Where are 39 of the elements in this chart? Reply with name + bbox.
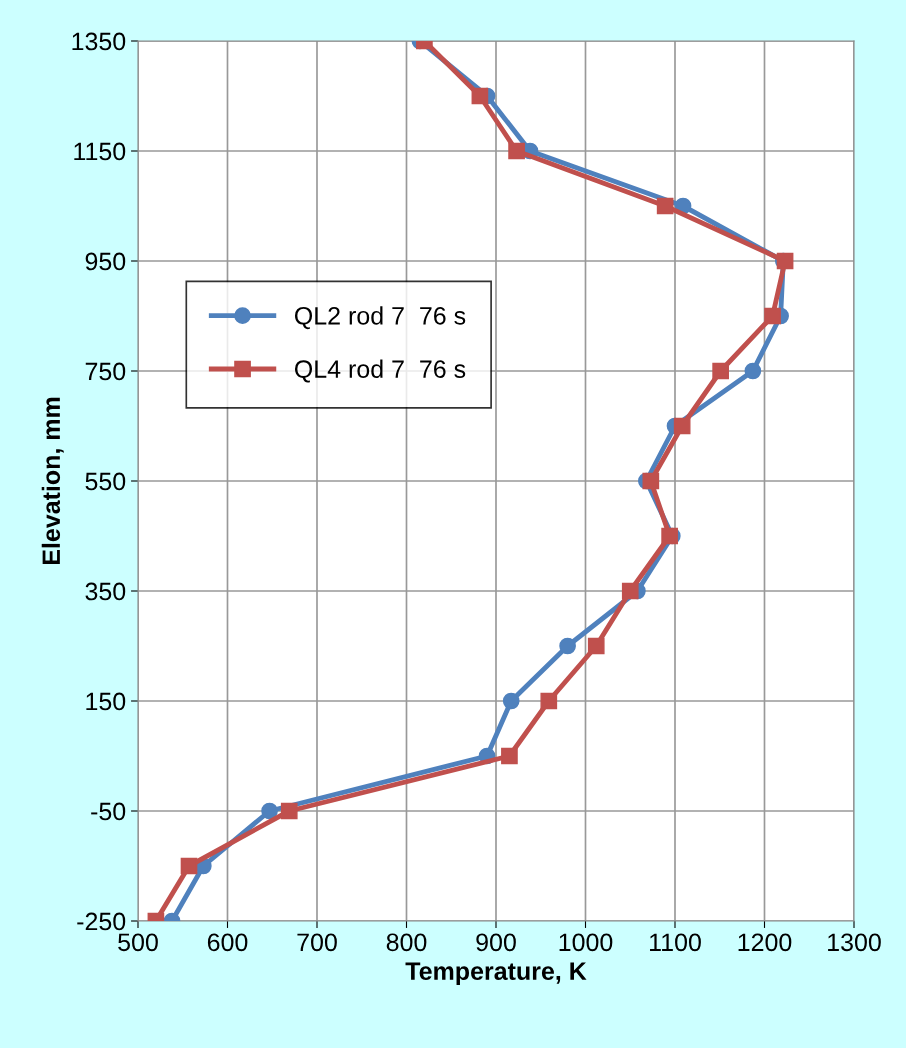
y-tick-label: 1150 — [74, 142, 126, 161]
point — [642, 472, 660, 490]
x-tick-label: 1000 — [559, 933, 613, 952]
point — [744, 362, 762, 380]
point — [587, 637, 605, 655]
point — [621, 582, 639, 600]
point — [180, 857, 198, 875]
y-tick-label: -250 — [77, 912, 126, 931]
legend-label: QL2 rod 7 76 s — [294, 306, 466, 330]
y-tick-label: 950 — [85, 252, 126, 271]
x-tick-label: 500 — [118, 933, 158, 952]
x-tick-label: 800 — [386, 933, 427, 952]
point — [712, 362, 729, 380]
y-axis-title: Elevation, mm — [41, 397, 64, 565]
y-tick-label: 350 — [85, 582, 126, 601]
point — [673, 417, 691, 435]
y-tick-label: 150 — [86, 692, 126, 711]
y-tick-label: -50 — [91, 802, 126, 821]
x-tick-label: 1200 — [738, 933, 792, 952]
x-tick-label: 1100 — [650, 933, 701, 952]
point — [280, 802, 298, 820]
point — [261, 802, 278, 820]
point — [764, 307, 781, 325]
point — [502, 692, 520, 710]
x-axis-title: Temperature, K — [405, 962, 587, 985]
point — [656, 197, 674, 215]
x-tick-label: 900 — [476, 933, 516, 952]
point — [559, 637, 576, 655]
x-tick-label: 600 — [207, 933, 248, 952]
legend-label: QL4 rod 7 76 s — [294, 359, 466, 383]
point — [540, 692, 558, 710]
x-tick-label: 700 — [297, 933, 337, 952]
y-tick-label: 750 — [85, 362, 126, 381]
x-tick-label: 1300 — [828, 933, 881, 952]
point — [501, 747, 518, 765]
y-tick-label: 1350 — [72, 32, 126, 51]
point — [471, 87, 489, 105]
y-tick-label: 550 — [85, 472, 126, 491]
point — [508, 142, 525, 160]
